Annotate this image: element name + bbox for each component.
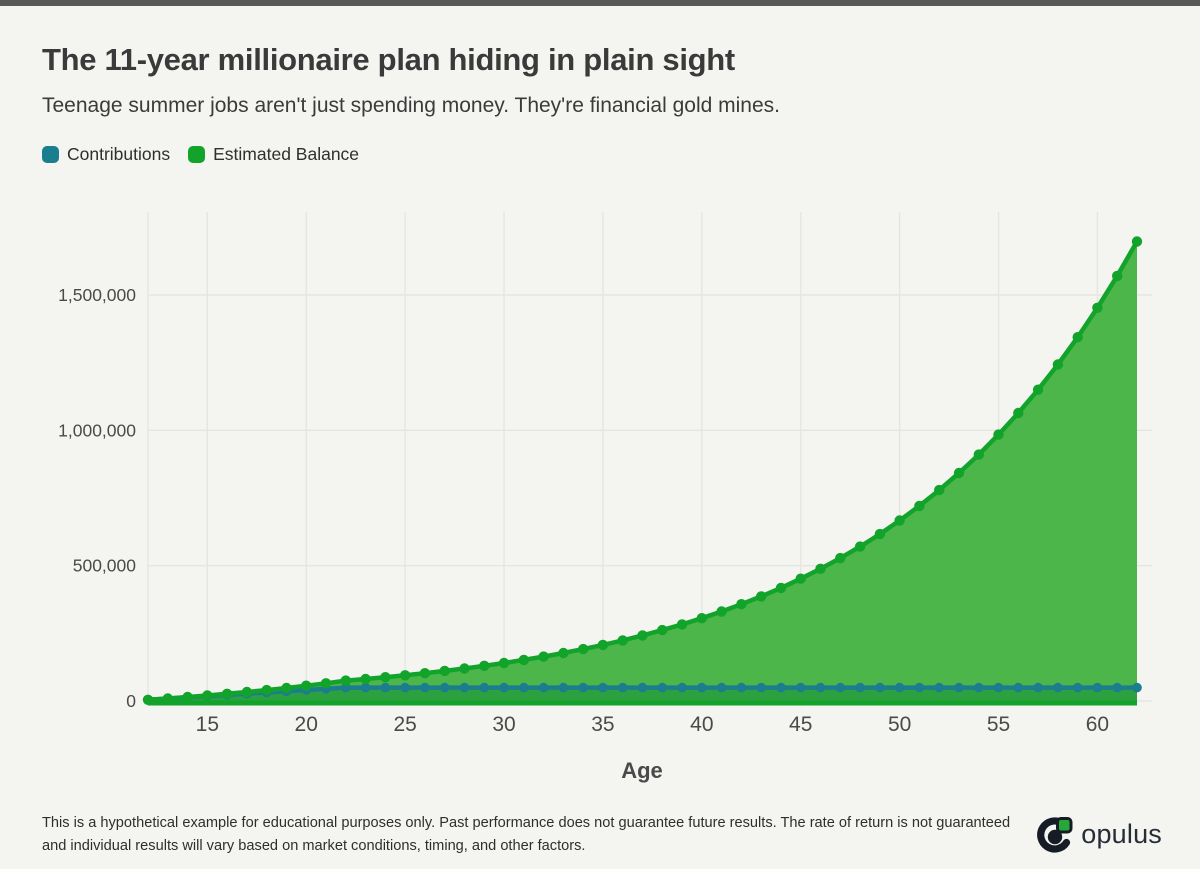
legend-item-estimated-balance: Estimated Balance (188, 144, 359, 165)
page-subtitle: Teenage summer jobs aren't just spending… (42, 94, 780, 117)
page-title: The 11-year millionaire plan hiding in p… (42, 42, 735, 77)
estimated-balance-dots (142, 236, 1143, 705)
estimated-balance-area (148, 241, 1137, 703)
x-tick-label: 30 (492, 713, 515, 736)
x-tick-label: 15 (196, 713, 219, 736)
footer-disclaimer: This is a hypothetical example for educa… (42, 815, 1011, 854)
footer: This is a hypothetical example for educa… (42, 812, 1162, 857)
x-tick-label: 35 (591, 713, 614, 736)
page-content: The 11-year millionaire plan hiding in p… (0, 6, 1200, 165)
legend-item-contributions: Contributions (42, 144, 170, 165)
x-tick-label: 55 (987, 713, 1010, 736)
x-tick-label: 50 (888, 713, 911, 736)
brand-wordmark: opulus (1081, 819, 1162, 850)
estimated-balance-swatch-icon (188, 146, 206, 163)
contributions-swatch-icon (42, 146, 59, 163)
y-tick-label: 500,000 (73, 556, 137, 576)
brand-logo: opulus (1036, 816, 1162, 854)
x-tick-label: 45 (789, 713, 812, 736)
legend-label: Estimated Balance (213, 144, 360, 164)
axis-tick-labels: 0 500,000 1,000,000 1,500,000 15 20 25 30 35 40 45… (58, 285, 1109, 736)
top-accent-bar (0, 0, 1200, 6)
y-tick-label: 1,500,000 (58, 285, 136, 305)
contributions-area (148, 687, 1137, 703)
y-tick-label: 1,000,000 (58, 420, 136, 440)
chart-legend: Contributions Estimated Balance (42, 144, 1158, 165)
legend-label: Contributions (67, 144, 171, 164)
x-tick-label: 40 (690, 713, 713, 736)
opulus-logo-icon (1037, 816, 1073, 853)
x-tick-label: 60 (1086, 713, 1109, 736)
y-tick-label: 0 (126, 691, 136, 711)
x-tick-label: 20 (295, 713, 318, 736)
x-axis-title: Age (621, 758, 663, 783)
x-tick-label: 25 (393, 713, 416, 736)
